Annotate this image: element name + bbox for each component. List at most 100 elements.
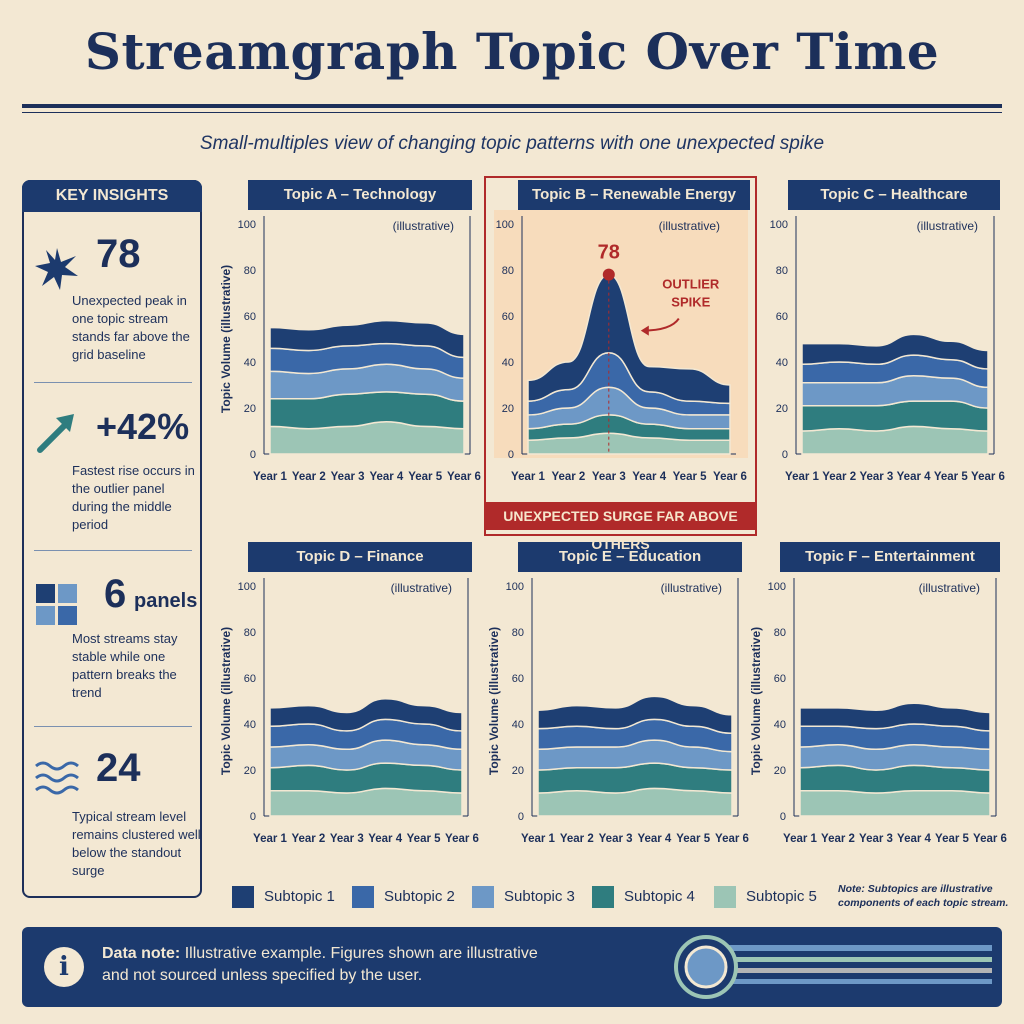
y-tick-label: 40 [502, 357, 514, 369]
x-tick-label: Year 5 [935, 833, 969, 845]
waves-icon [35, 761, 79, 795]
y-tick-label: 100 [768, 581, 786, 593]
x-tick-label: Year 3 [592, 471, 626, 483]
data-note-label: Data note: [102, 945, 181, 962]
stream-layer [801, 425, 989, 455]
panel-topic-c: Topic C – Healthcare 0 20 40 60 80 100 Year 1 Ye… [756, 180, 1006, 498]
x-tick-label: Year 5 [408, 471, 442, 483]
divider [34, 726, 192, 727]
x-tick-label: Year 2 [292, 471, 326, 483]
x-tick-label: Year 4 [632, 471, 666, 483]
title-rule-thin [22, 112, 1002, 113]
y-tick-label: 0 [518, 811, 524, 823]
insight-value: 6 [104, 572, 127, 616]
divider [34, 550, 192, 551]
y-tick-label: 80 [502, 265, 514, 277]
insight-text: Typical stream level remains clustered w… [72, 809, 201, 878]
page-subtitle: Small-multiples view of changing topic p… [199, 133, 825, 154]
stream-layer [269, 697, 463, 732]
y-tick-label: 20 [776, 403, 788, 415]
x-tick-label: Year 2 [821, 833, 855, 845]
y-tick-label: 40 [776, 357, 788, 369]
x-tick-label: Year 2 [822, 471, 856, 483]
x-tick-label: Year 6 [447, 471, 481, 483]
x-tick-label: Year 1 [783, 833, 817, 845]
x-tick-label: Year 6 [713, 471, 747, 483]
y-tick-label: 80 [244, 265, 256, 277]
panel-title: Topic A – Technology [248, 180, 472, 210]
y-axis-label: Topic Volume (illustrative) [219, 627, 233, 775]
legend-swatch [472, 886, 494, 908]
illustrative-note: (illustrative) [391, 581, 452, 595]
panel-title: Topic E – Education [518, 542, 742, 572]
y-tick-label: 100 [770, 219, 788, 231]
legend-swatch [232, 886, 254, 908]
x-tick-label: Year 2 [291, 833, 325, 845]
illustrative-note: (illustrative) [919, 581, 980, 595]
outlier-arrowhead [640, 325, 649, 336]
insight-value: +42% [96, 406, 190, 447]
x-tick-label: Year 5 [934, 471, 968, 483]
x-tick-label: Year 4 [637, 833, 671, 845]
insight-rise: +42% Fastest rise occurs in the outlier … [34, 400, 195, 540]
illustrative-note: (illustrative) [393, 219, 454, 233]
y-tick-label: 40 [244, 719, 256, 731]
y-tick-label: 60 [502, 311, 514, 323]
y-tick-label: 100 [238, 219, 256, 231]
outlier-label: SPIKE [671, 295, 710, 310]
x-tick-label: Year 1 [521, 833, 555, 845]
key-insights-heading: KEY INSIGHTS [22, 180, 202, 212]
legend-label: Subtopic 1 [264, 888, 335, 905]
y-tick-label: 20 [512, 765, 524, 777]
x-tick-label: Year 4 [369, 471, 403, 483]
y-tick-label: 0 [780, 811, 786, 823]
panel-topic-e: Topic E – Education 0 20 40 60 80 100 Year 1 Yea… [486, 542, 749, 860]
panel-topic-d: Topic D – Finance 0 20 40 60 80 100 Year 1 Year … [216, 542, 479, 860]
y-tick-label: 20 [502, 403, 514, 415]
outlier-frame [484, 176, 757, 536]
y-tick-label: 60 [774, 673, 786, 685]
stream-layer [799, 702, 991, 732]
legend-swatch [592, 886, 614, 908]
x-tick-label: Year 3 [859, 471, 893, 483]
legend-swatch [714, 886, 736, 908]
stream-layer [799, 764, 991, 794]
legend-label: Subtopic 5 [746, 888, 817, 905]
insight-text: Most streams stay stable while one patte… [72, 631, 178, 700]
y-tick-label: 60 [512, 673, 524, 685]
outlier-banner: UNEXPECTED SURGE FAR ABOVE OTHERS [484, 502, 757, 552]
panel-topic-f: Topic F – Entertainment 0 20 40 60 80 100 Year … [748, 542, 1007, 860]
y-tick-label: 100 [496, 219, 514, 231]
panel-title: Topic D – Finance [248, 542, 472, 572]
x-tick-label: Year 1 [253, 471, 287, 483]
panel-title: Topic F – Entertainment [780, 542, 1000, 572]
key-insights-panel: KEY INSIGHTS 78 Unexpected peak in one t… [22, 180, 202, 898]
insight-panels: 6 panels Most streams stay stable while … [34, 570, 197, 710]
page-title: Streamgraph Topic Over Time [84, 22, 940, 81]
x-tick-label: Year 1 [785, 471, 819, 483]
stream-layer [801, 333, 989, 370]
legend-label: Subtopic 3 [504, 888, 575, 905]
y-tick-label: 40 [512, 719, 524, 731]
grid-squares-icon [36, 584, 77, 625]
info-icon: i [44, 947, 84, 987]
panel-topic-a: Topic A – Technology 0 20 40 60 80 100 Year 1 Ye… [216, 180, 481, 498]
x-tick-label: Year 6 [971, 471, 1005, 483]
y-tick-label: 40 [774, 719, 786, 731]
y-axis-label: Topic Volume (illustrative) [219, 265, 233, 413]
y-axis-label: Topic Volume (illustrative) [749, 627, 763, 775]
y-tick-label: 60 [244, 311, 256, 323]
illustrative-note: (illustrative) [917, 219, 978, 233]
illustrative-note: (illustrative) [661, 581, 722, 595]
data-note-footer: i Data note: Illustrative example. Figur… [22, 927, 1002, 1007]
y-tick-label: 0 [508, 449, 514, 461]
panel-topic-b: Topic B – Renewable Energy 0 20 40 60 80 100 Ye… [486, 180, 756, 498]
y-tick-label: 20 [774, 765, 786, 777]
y-tick-label: 40 [244, 357, 256, 369]
y-tick-label: 80 [774, 627, 786, 639]
stream-layer [537, 695, 733, 734]
x-tick-label: Year 5 [673, 471, 707, 483]
